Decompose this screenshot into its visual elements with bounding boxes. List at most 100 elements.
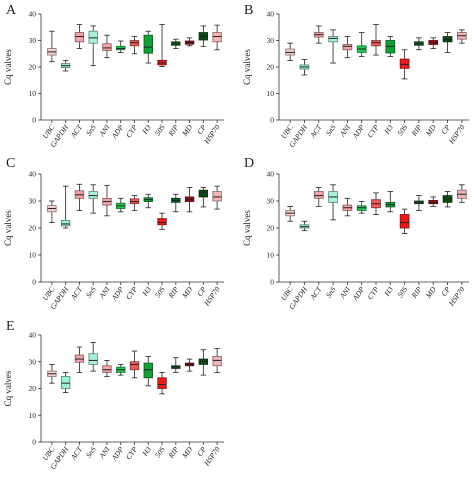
y-tick-label: 0 bbox=[270, 278, 274, 287]
box-iqr bbox=[88, 191, 98, 199]
x-tick-label: CYP bbox=[124, 285, 140, 302]
box-cp bbox=[442, 32, 453, 53]
box-ubc bbox=[285, 42, 295, 61]
x-tick-label: 50S bbox=[395, 123, 409, 138]
box-iqr bbox=[371, 40, 381, 47]
y-tick-label: 10 bbox=[29, 89, 37, 98]
box-adp bbox=[116, 40, 126, 53]
panel-letter: E bbox=[6, 319, 15, 334]
x-tick-label: ANI bbox=[337, 285, 352, 301]
box-50s bbox=[399, 49, 410, 80]
x-tick-label: 50S bbox=[395, 285, 409, 300]
y-axis-label: Cq valves bbox=[3, 210, 13, 246]
box-act bbox=[313, 187, 324, 207]
box-act bbox=[74, 183, 85, 211]
box-iqr bbox=[143, 362, 153, 379]
x-tick-label: ACT bbox=[308, 284, 324, 302]
box-act bbox=[74, 24, 85, 49]
box-md bbox=[184, 37, 195, 47]
box-cyp bbox=[371, 192, 381, 215]
box-cyp bbox=[371, 24, 381, 56]
box-iqr bbox=[212, 355, 222, 367]
box-cp bbox=[198, 187, 209, 208]
x-tick-label: MD bbox=[423, 285, 438, 301]
box-ani bbox=[342, 197, 353, 217]
x-tick-label: RIP bbox=[409, 285, 424, 301]
x-tick-label: ANI bbox=[97, 285, 112, 301]
x-tick-label: CYP bbox=[124, 445, 140, 462]
x-tick-label: CYP bbox=[124, 123, 140, 140]
box-iqr bbox=[212, 191, 222, 202]
x-tick-label: ADP bbox=[109, 285, 126, 303]
box-hsp70 bbox=[212, 185, 222, 210]
y-tick-label: 10 bbox=[267, 251, 275, 260]
box-hsp70 bbox=[212, 24, 222, 51]
box-iqr bbox=[129, 40, 140, 47]
x-tick-label: RIP bbox=[166, 123, 181, 139]
y-tick-label: 10 bbox=[29, 251, 37, 260]
box-sns bbox=[328, 29, 338, 64]
box-ani bbox=[102, 184, 112, 217]
box-cyp bbox=[129, 36, 140, 55]
box-gapdh bbox=[60, 372, 71, 393]
panel-letter: C bbox=[6, 156, 15, 171]
y-tick-label: 30 bbox=[267, 197, 275, 206]
y-tick-label: 0 bbox=[270, 116, 274, 125]
box-iqr bbox=[399, 214, 410, 229]
box-cp bbox=[198, 25, 209, 47]
box-ani bbox=[342, 36, 353, 59]
box-hsp70 bbox=[212, 347, 222, 373]
box-50s bbox=[157, 372, 167, 395]
panel-letter: D bbox=[244, 156, 254, 171]
x-tick-label: CYP bbox=[365, 285, 381, 302]
box-h3 bbox=[385, 191, 396, 213]
x-tick-label: 50S bbox=[153, 445, 167, 460]
box-adp bbox=[116, 364, 126, 376]
box-adp bbox=[356, 201, 367, 214]
box-iqr bbox=[342, 44, 353, 51]
x-tick-label: H3 bbox=[140, 123, 153, 137]
x-tick-label: ADP bbox=[109, 123, 126, 141]
x-tick-label: SnS bbox=[84, 123, 98, 138]
x-tick-label: ACT bbox=[68, 284, 84, 302]
box-hsp70 bbox=[457, 29, 467, 44]
box-rip bbox=[171, 357, 181, 373]
y-tick-label: 20 bbox=[29, 224, 37, 233]
y-axis-label: Cq valves bbox=[242, 49, 252, 85]
box-ubc bbox=[47, 364, 57, 384]
x-tick-label: ADP bbox=[350, 285, 367, 303]
y-axis-label: Cq valves bbox=[3, 49, 13, 85]
x-tick-label: MD bbox=[180, 445, 195, 461]
box-md bbox=[428, 37, 439, 49]
y-tick-label: 40 bbox=[29, 331, 37, 340]
y-axis-label: Cq valves bbox=[3, 370, 13, 406]
box-cp bbox=[198, 349, 209, 376]
y-tick-label: 40 bbox=[29, 10, 37, 19]
y-tick-label: 0 bbox=[32, 116, 36, 125]
x-tick-label: 50S bbox=[153, 285, 167, 300]
x-tick-label: MD bbox=[423, 123, 438, 139]
box-iqr bbox=[88, 30, 98, 44]
box-rip bbox=[171, 193, 181, 213]
y-tick-label: 10 bbox=[29, 411, 37, 420]
panel-letter: B bbox=[244, 3, 253, 18]
box-iqr bbox=[328, 36, 338, 43]
y-tick-label: 10 bbox=[267, 89, 275, 98]
panel-letter: A bbox=[6, 3, 17, 18]
box-act bbox=[74, 346, 85, 373]
x-tick-label: MD bbox=[180, 285, 195, 301]
box-iqr bbox=[102, 365, 112, 373]
y-tick-label: 40 bbox=[29, 170, 37, 179]
box-iqr bbox=[102, 43, 112, 51]
y-tick-label: 30 bbox=[29, 357, 37, 366]
box-adp bbox=[356, 32, 367, 57]
box-ani bbox=[102, 360, 112, 377]
y-tick-label: 20 bbox=[267, 224, 275, 233]
x-tick-label: CYP bbox=[365, 123, 381, 140]
box-hsp70 bbox=[457, 184, 467, 203]
box-h3 bbox=[143, 30, 153, 64]
